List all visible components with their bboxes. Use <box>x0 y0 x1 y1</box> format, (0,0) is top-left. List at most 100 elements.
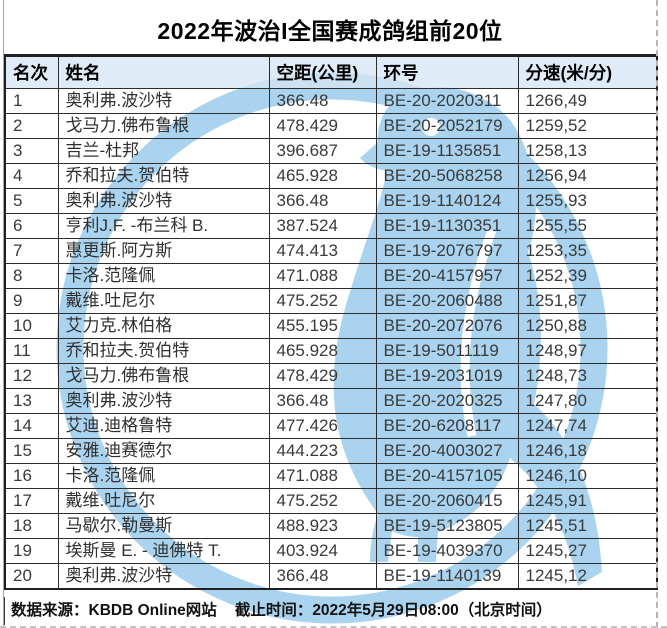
footer-note: 数据来源：KBDB Online网站 截止时间：2022年5月29日08:00（… <box>4 597 661 625</box>
cell-distance: 477.426 <box>268 413 377 439</box>
cutoff-time-text: 截止时间：2022年5月29日08:00（北京时间） <box>234 602 552 619</box>
page-title: 2022年波治I全国赛成鸽组前20位 <box>157 18 503 44</box>
table-row: 11 乔和拉夫.贺伯特 465.928 BE-19-5011119 1248,9… <box>4 338 658 364</box>
cell-name: 戴维.吐尼尔 <box>57 488 270 514</box>
cell-ring: BE-20-2020325 <box>375 388 519 414</box>
cell-ring: BE-19-4039370 <box>375 538 519 564</box>
cell-distance: 478.429 <box>268 363 377 389</box>
col-header-rank: 名次 <box>4 54 59 89</box>
cell-rank: 4 <box>4 163 59 189</box>
cell-ring: BE-20-2020311 <box>375 88 519 114</box>
cell-rank: 5 <box>4 188 59 214</box>
cell-distance: 465.928 <box>268 338 377 364</box>
cell-speed: 1246,10 <box>517 463 658 489</box>
table-row: 16 卡洛.范隆佩 471.088 BE-20-4157105 1246,10 <box>4 463 658 489</box>
cell-distance: 403.924 <box>268 538 377 564</box>
cell-rank: 7 <box>4 238 59 264</box>
cell-name: 乔和拉夫.贺伯特 <box>57 163 270 189</box>
table-header: 名次 姓名 空距(公里) 环号 分速(米/分) <box>4 54 658 89</box>
cell-ring: BE-19-1135851 <box>375 138 519 164</box>
cell-rank: 16 <box>4 463 59 489</box>
cell-name: 艾迪.迪格鲁特 <box>57 413 270 439</box>
cell-rank: 18 <box>4 513 59 539</box>
cell-name: 亨利J.F. -布兰科 B. <box>57 213 270 239</box>
table-row: 12 戈马力.佛布鲁根 478.429 BE-19-2031019 1248,7… <box>4 363 658 389</box>
header-row: 名次 姓名 空距(公里) 环号 分速(米/分) <box>4 54 658 89</box>
cell-rank: 1 <box>4 88 59 114</box>
cell-rank: 14 <box>4 413 59 439</box>
cell-ring: BE-20-4003027 <box>375 438 519 464</box>
cell-name: 戈马力.佛布鲁根 <box>57 363 270 389</box>
cell-ring: BE-20-4157957 <box>375 263 519 289</box>
page-break-line-right <box>656 0 658 628</box>
cell-rank: 6 <box>4 213 59 239</box>
table-row: 15 安雅.迪赛德尔 444.223 BE-20-4003027 1246,18 <box>4 438 658 464</box>
cell-speed: 1245,51 <box>517 513 658 539</box>
cell-distance: 455.195 <box>268 313 377 339</box>
cell-ring: BE-19-5123805 <box>375 513 519 539</box>
cell-name: 马歇尔.勒曼斯 <box>57 513 270 539</box>
cell-distance: 444.223 <box>268 438 377 464</box>
cell-distance: 465.928 <box>268 163 377 189</box>
cell-speed: 1259,52 <box>517 113 658 139</box>
cell-distance: 475.252 <box>268 488 377 514</box>
table-row: 20 奥利弗.波沙特 366.48 BE-19-1140139 1245,12 <box>4 563 658 590</box>
cell-name: 卡洛.范隆佩 <box>57 263 270 289</box>
cell-name: 卡洛.范隆佩 <box>57 463 270 489</box>
cell-distance: 366.48 <box>268 563 377 590</box>
cell-name: 惠更斯.阿方斯 <box>57 238 270 264</box>
cell-ring: BE-19-1130351 <box>375 213 519 239</box>
cell-distance: 471.088 <box>268 263 377 289</box>
cell-speed: 1245,91 <box>517 488 658 514</box>
table-row: 2 戈马力.佛布鲁根 478.429 BE-20-2052179 1259,52 <box>4 113 658 139</box>
cell-rank: 3 <box>4 138 59 164</box>
col-header-speed: 分速(米/分) <box>517 54 658 89</box>
table-row: 19 埃斯曼 E. - 迪佛特 T. 403.924 BE-19-4039370… <box>4 538 658 564</box>
cell-name: 戈马力.佛布鲁根 <box>57 113 270 139</box>
cell-speed: 1256,94 <box>517 163 658 189</box>
cell-ring: BE-19-1140124 <box>375 188 519 214</box>
cell-name: 艾力克.林伯格 <box>57 313 270 339</box>
results-table: 名次 姓名 空距(公里) 环号 分速(米/分) 1 奥利弗.波沙特 366.48… <box>4 54 658 590</box>
data-source-text: 数据来源：KBDB Online网站 <box>11 602 217 619</box>
cell-name: 奥利弗.波沙特 <box>57 563 270 590</box>
cell-distance: 366.48 <box>268 188 377 214</box>
cell-rank: 17 <box>4 488 59 514</box>
cell-rank: 15 <box>4 438 59 464</box>
cell-speed: 1258,13 <box>517 138 658 164</box>
cell-name: 戴维.吐尼尔 <box>57 288 270 314</box>
table-row: 1 奥利弗.波沙特 366.48 BE-20-2020311 1266,49 <box>4 88 658 114</box>
cell-rank: 9 <box>4 288 59 314</box>
cell-speed: 1246,18 <box>517 438 658 464</box>
cell-rank: 8 <box>4 263 59 289</box>
cell-speed: 1247,74 <box>517 413 658 439</box>
cell-rank: 10 <box>4 313 59 339</box>
table-row: 18 马歇尔.勒曼斯 488.923 BE-19-5123805 1245,51 <box>4 513 658 539</box>
cell-ring: BE-20-2060415 <box>375 488 519 514</box>
table-row: 13 奥利弗.波沙特 366.48 BE-20-2020325 1247,80 <box>4 388 658 414</box>
table-row: 9 戴维.吐尼尔 475.252 BE-20-2060488 1251,87 <box>4 288 658 314</box>
cell-distance: 488.923 <box>268 513 377 539</box>
cell-distance: 396.687 <box>268 138 377 164</box>
cell-ring: BE-20-2072076 <box>375 313 519 339</box>
col-header-ring: 环号 <box>375 54 519 89</box>
table-body: 1 奥利弗.波沙特 366.48 BE-20-2020311 1266,49 2… <box>4 88 658 590</box>
cell-rank: 2 <box>4 113 59 139</box>
cell-speed: 1247,80 <box>517 388 658 414</box>
cell-name: 安雅.迪赛德尔 <box>57 438 270 464</box>
cell-distance: 471.088 <box>268 463 377 489</box>
cell-ring: BE-20-2052179 <box>375 113 519 139</box>
cell-name: 奥利弗.波沙特 <box>57 88 270 114</box>
cell-speed: 1245,12 <box>517 563 658 590</box>
table-row: 17 戴维.吐尼尔 475.252 BE-20-2060415 1245,91 <box>4 488 658 514</box>
cell-speed: 1255,93 <box>517 188 658 214</box>
cell-distance: 475.252 <box>268 288 377 314</box>
table-row: 3 吉兰-杜邦 396.687 BE-19-1135851 1258,13 <box>4 138 658 164</box>
cell-distance: 366.48 <box>268 88 377 114</box>
cell-rank: 20 <box>4 563 59 590</box>
cell-ring: BE-19-1140139 <box>375 563 519 590</box>
cell-rank: 19 <box>4 538 59 564</box>
col-header-name: 姓名 <box>57 54 270 89</box>
cell-distance: 478.429 <box>268 113 377 139</box>
